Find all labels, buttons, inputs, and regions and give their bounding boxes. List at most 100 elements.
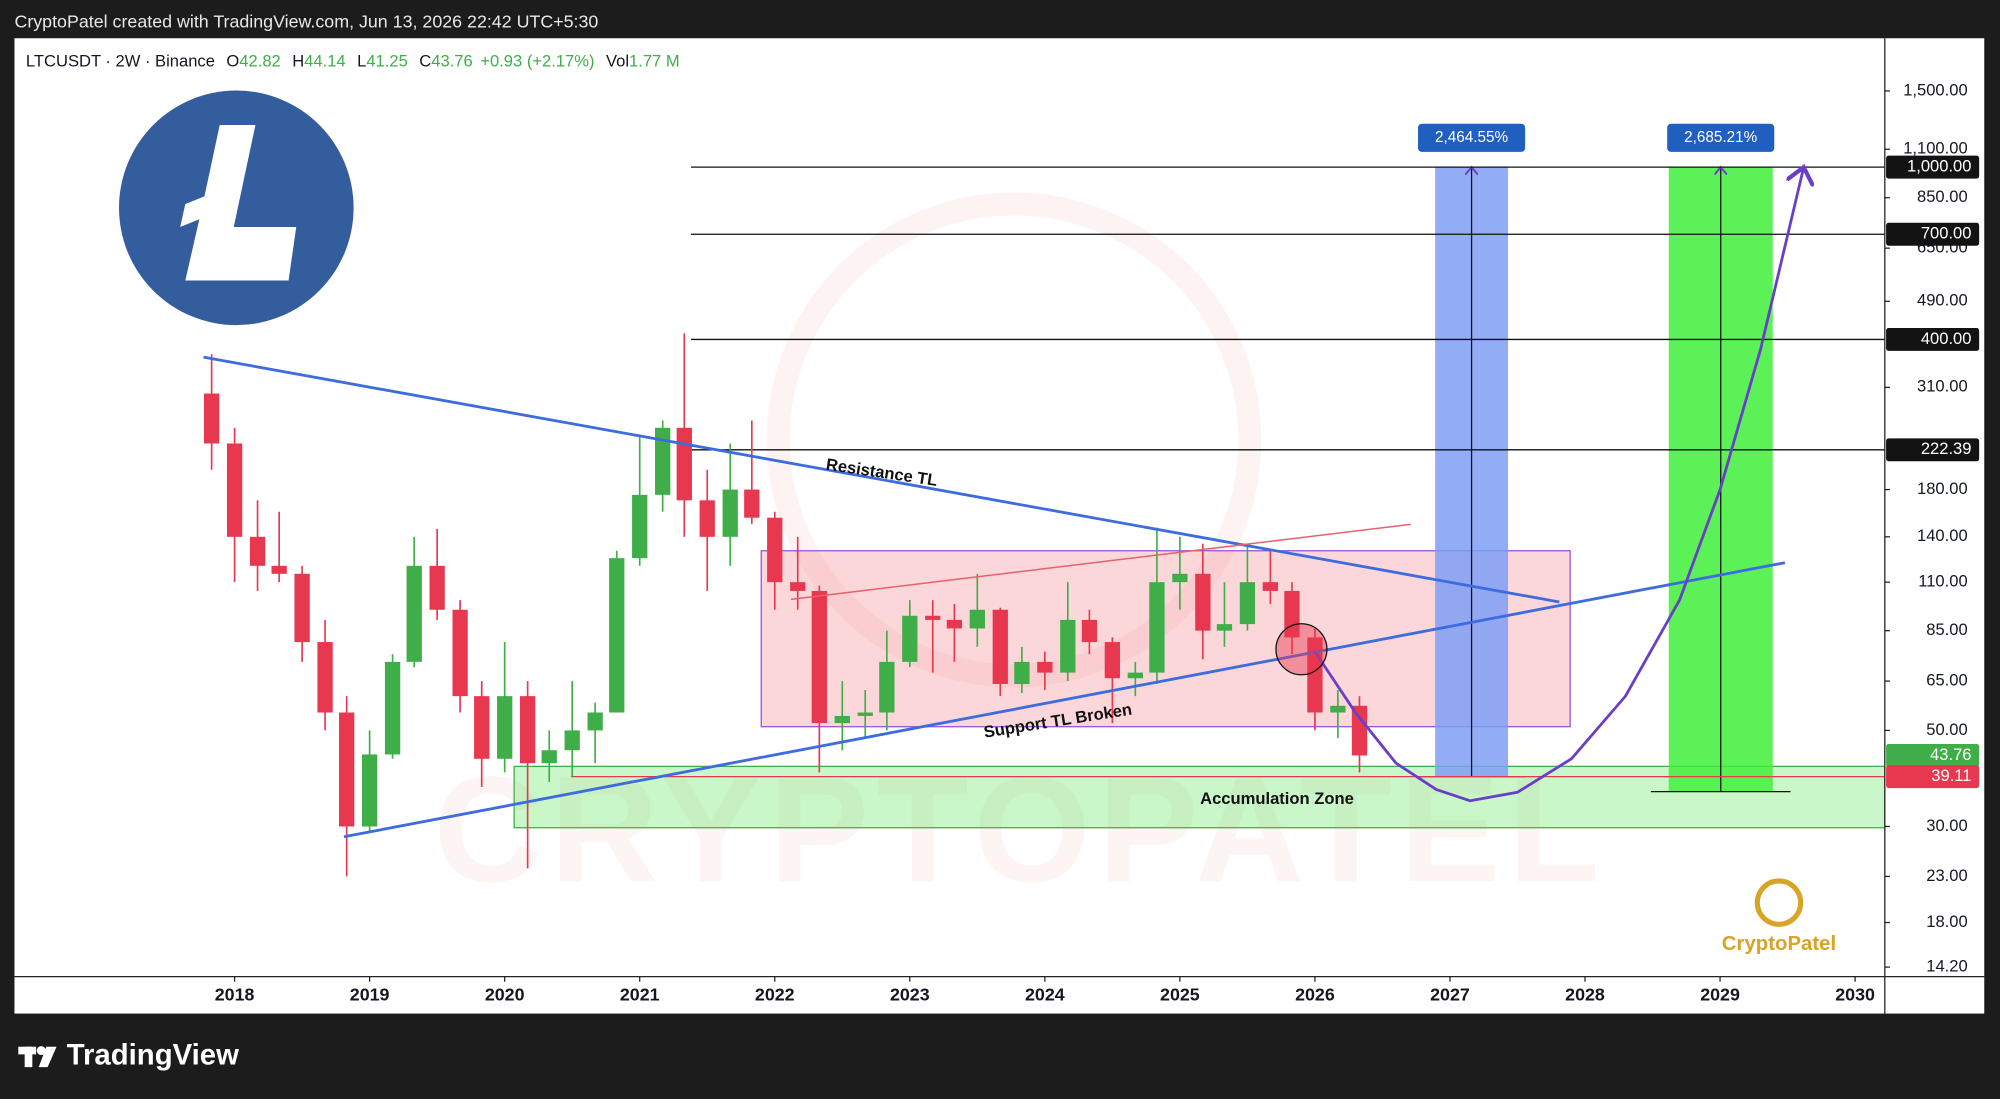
price-tag: [1886, 327, 1980, 351]
x-tick-label: 2027: [1430, 984, 1470, 1004]
price-tag-label: 700.00: [1921, 224, 1972, 243]
projection-label-box: [1667, 123, 1775, 152]
legend: LTCUSDT · 2W · Binance O42.82 H44.14 L41.25…: [26, 52, 680, 71]
y-tick-label: 310.00: [1917, 377, 1968, 396]
legend-key: O: [226, 52, 239, 71]
candle-body: [655, 427, 671, 495]
trendline: [790, 523, 1411, 601]
legend-value: 43.76: [431, 52, 472, 71]
candle-body: [699, 500, 715, 537]
candle-body: [790, 582, 806, 591]
price-tag: [1886, 438, 1980, 462]
candle-body: [992, 609, 1008, 685]
legend-value: +0.93 (+2.17%): [480, 52, 594, 71]
candle-body: [564, 730, 580, 751]
candle-body: [1351, 705, 1368, 756]
candle-body: [452, 609, 468, 697]
candle-body: [1262, 582, 1279, 591]
y-tick-label: 18.00: [1926, 912, 1967, 931]
legend-value: 44.14: [304, 52, 345, 71]
candle-body: [203, 393, 220, 444]
candle-body: [406, 565, 422, 662]
candle-body: [834, 715, 850, 724]
candle-body: [1330, 705, 1346, 713]
candle-body: [474, 696, 490, 759]
y-tick-label: 14.20: [1926, 956, 1967, 975]
y-tick-label: 850.00: [1917, 187, 1968, 206]
y-tick-label: 1,500.00: [1903, 80, 1967, 99]
y-tick-label: 490.00: [1917, 291, 1968, 310]
footer-brand: TradingView: [67, 1039, 239, 1072]
x-tick-label: 2022: [755, 984, 795, 1004]
candle-body: [361, 754, 378, 827]
candle-body: [541, 750, 557, 764]
candle-body: [676, 427, 692, 501]
watermark-ring: [766, 192, 1262, 688]
candle-body: [902, 615, 918, 662]
price-tag: [1886, 222, 1980, 246]
candle-body: [1127, 672, 1143, 679]
y-tick-label: 65.00: [1926, 670, 1967, 689]
x-tick-label: 2024: [1025, 984, 1065, 1004]
candle-body: [1081, 619, 1098, 643]
legend-value: 42.82: [239, 52, 280, 71]
candle-body: [1172, 573, 1188, 583]
candle-body: [497, 696, 513, 759]
annotation: Accumulation Zone: [1200, 789, 1354, 808]
x-tick-label: 2028: [1565, 984, 1605, 1004]
candle-body: [857, 712, 873, 716]
y-tick-label: 1,100.00: [1903, 139, 1967, 158]
candle-body: [1239, 582, 1256, 625]
candle-body: [1284, 590, 1300, 638]
candle-body: [271, 565, 287, 574]
candle-body: [1014, 661, 1030, 685]
candle-body: [519, 696, 536, 764]
y-tick-label: 85.00: [1926, 620, 1967, 639]
trendline: [203, 355, 1560, 604]
candle-body: [226, 443, 243, 537]
candle-body: [1060, 619, 1076, 673]
x-tick-label: 2023: [890, 984, 930, 1004]
candle-body: [1149, 582, 1165, 673]
y-tick-label: 50.00: [1926, 720, 1967, 739]
candle-body: [1037, 661, 1053, 673]
legend-value: 41.25: [366, 52, 407, 71]
footer-logo: [18, 1046, 57, 1068]
legend-symbol: LTCUSDT · 2W · Binance: [26, 52, 215, 71]
header-text: CryptoPatel created with TradingView.com…: [14, 12, 598, 32]
candle-body: [384, 661, 401, 755]
coin-glyph: [180, 124, 297, 281]
candle-body: [722, 489, 738, 537]
projection-label-box: [1418, 123, 1526, 152]
legend-key: H: [292, 52, 304, 71]
x-tick-label: 2018: [215, 984, 255, 1004]
price-tag: [1886, 155, 1980, 179]
watermark: CRYPTOPATEL: [434, 745, 1608, 913]
candle-body: [1195, 573, 1211, 631]
candle-body: [632, 494, 648, 559]
y-tick-label: 30.00: [1926, 816, 1967, 835]
price-tag-label: 39.11: [1931, 766, 1971, 785]
price-tag: [1886, 744, 1980, 767]
brand-name: CryptoPatel: [1722, 933, 1836, 955]
brand-logo: [1754, 878, 1804, 927]
price-tag-label: 400.00: [1921, 329, 1972, 348]
candle-body: [811, 590, 827, 724]
candle-body: [609, 558, 625, 713]
candle-body: [1104, 642, 1121, 679]
legend-key: Vol: [606, 52, 629, 71]
x-tick-label: 2026: [1295, 984, 1335, 1004]
legend-value: 1.77 M: [629, 52, 680, 71]
projection-label: 2,685.21%: [1684, 129, 1757, 146]
x-tick-label: 2021: [620, 984, 660, 1004]
candle-body: [587, 712, 603, 731]
x-tick-label: 2020: [485, 984, 525, 1004]
candle-body: [879, 661, 895, 713]
break-marker: [1275, 623, 1328, 676]
y-tick-label: 110.00: [1918, 572, 1967, 591]
y-tick-label: 23.00: [1926, 866, 1967, 885]
projection-curve: [1313, 167, 1804, 803]
price-tag: [1886, 765, 1980, 789]
price-tag-label: 222.39: [1921, 439, 1972, 458]
